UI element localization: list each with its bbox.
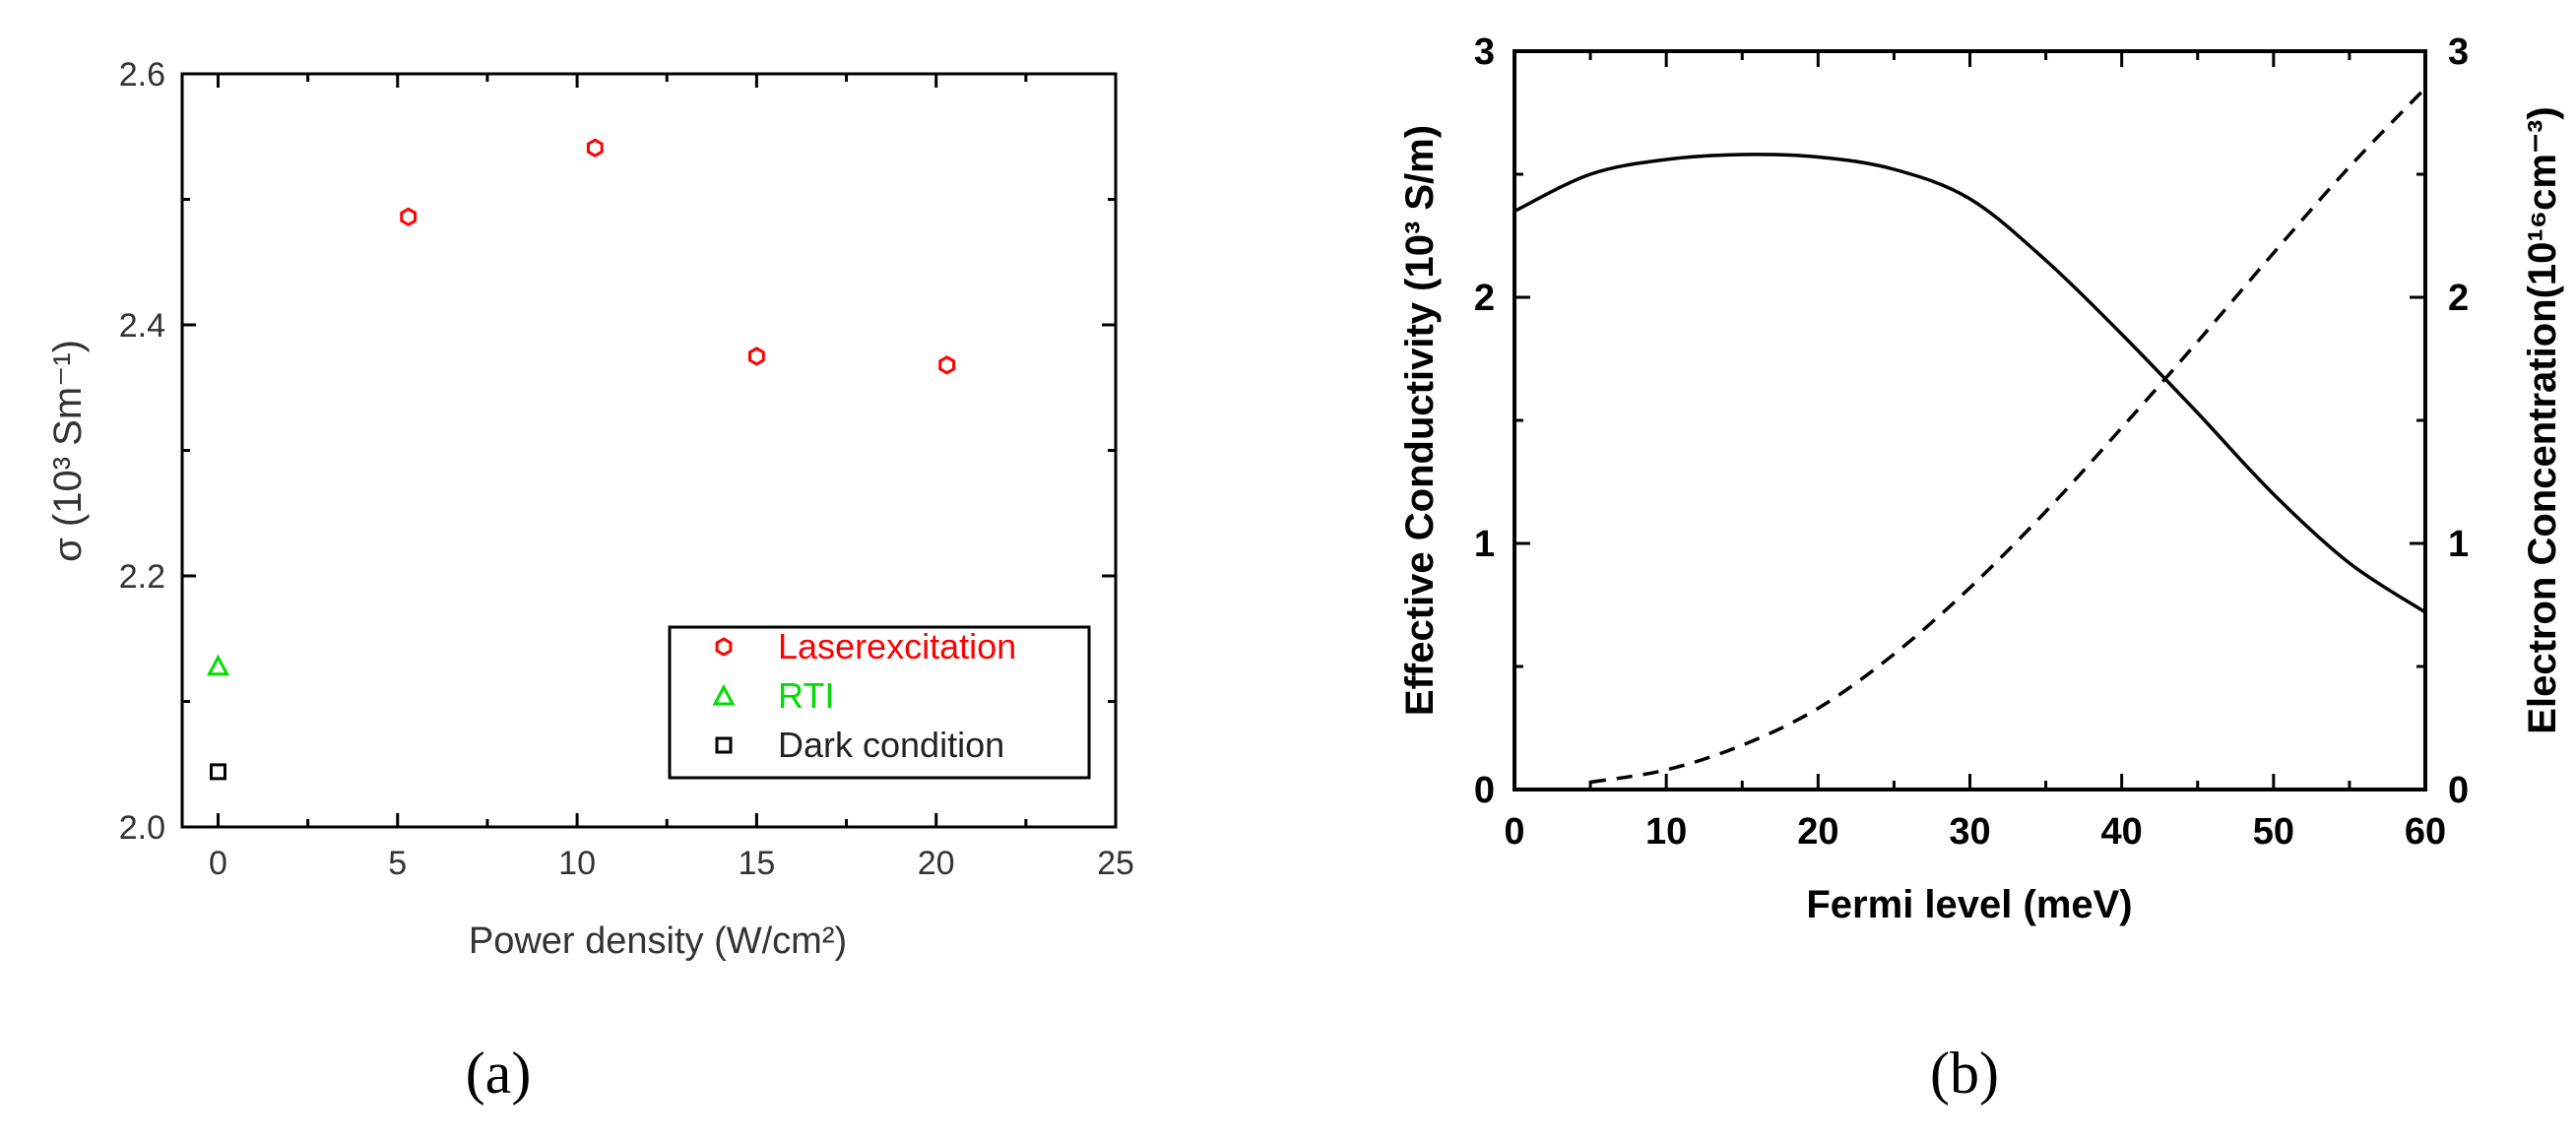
panel-b-ticks xyxy=(1513,49,2427,792)
panel-a-ticks xyxy=(182,72,1118,829)
panel-b-left-y-tick-label: 1 xyxy=(1474,524,1495,565)
panel-b-x-tick-label: 20 xyxy=(1797,811,1838,853)
panel-b-x-axis-label: Fermi level (meV) xyxy=(1806,883,2132,926)
panel-b-left-y-axis-label: Effective Conductivity (10³ S/m) xyxy=(1398,125,1442,716)
panel-b-right-y-axis-label: Electron Concentration(10¹⁶cm⁻³) xyxy=(2521,106,2564,733)
panel-a-y-axis-label: σ (10³ Sm⁻¹) xyxy=(46,340,90,562)
panel-a-legend-marker-rti xyxy=(712,683,736,706)
panel-a-x-axis-label: Power density (W/cm²) xyxy=(469,920,847,962)
panel-a-x-tick-label: 20 xyxy=(918,845,955,882)
panel-b-caption-label: (b) xyxy=(1930,1041,1999,1106)
panel-a-legend-box xyxy=(668,625,1091,780)
panel-a-legend-items: Laserexcitation RTI Dark condition xyxy=(712,626,1016,765)
panel-a-legend-label-dark-condition: Dark condition xyxy=(778,725,1004,765)
panel-a-point-laserexcitation xyxy=(938,355,956,375)
panel-a-y-tick-label: 2.4 xyxy=(119,307,165,345)
panel-a-legend-label-rti: RTI xyxy=(778,675,834,716)
panel-a-x-tick-label: 10 xyxy=(558,845,596,882)
panel-a-point-laserexcitation xyxy=(400,207,418,227)
panel-a-legend-marker-laserexcitation xyxy=(715,637,733,657)
panel-a-point-laserexcitation xyxy=(748,347,765,366)
panel-b-right-y-tick-label: 1 xyxy=(2448,524,2469,565)
panel-a-point-dark-condition xyxy=(209,763,226,781)
panel-a-y-tick-label: 2.6 xyxy=(119,56,165,94)
panel-b-right-y-tick-label: 2 xyxy=(2448,278,2469,319)
panel-a-legend: Laserexcitation RTI Dark condition xyxy=(668,625,1091,780)
panel-b-lines xyxy=(1513,87,2427,785)
panel-a-chart: 0 5 10 15 20 25 2.0 2.2 2.4 2.6 Power density (W/… xyxy=(46,56,1134,1106)
panel-a-point-laserexcitation xyxy=(586,138,604,158)
panel-a-x-tick-label: 15 xyxy=(738,845,775,882)
panel-b-effective-conductivity-line xyxy=(1513,153,2426,614)
panel-a-tick-labels: 0 5 10 15 20 25 2.0 2.2 2.4 2.6 xyxy=(119,56,1134,882)
panel-a-y-tick-label: 2.0 xyxy=(119,809,165,847)
panel-b-x-tick-label: 10 xyxy=(1645,811,1687,853)
panel-a-legend-label-laserexcitation: Laserexcitation xyxy=(778,626,1016,666)
panel-a-x-tick-label: 5 xyxy=(388,845,407,882)
panel-b-electron-concentration-line xyxy=(1589,87,2427,785)
panel-a-legend-marker-dark-condition xyxy=(715,736,733,754)
panel-b-right-y-tick-label: 0 xyxy=(2448,770,2469,811)
panel-b-right-y-tick-label: 3 xyxy=(2448,32,2469,73)
panel-a-x-tick-label: 25 xyxy=(1097,845,1134,882)
panel-b-x-tick-label: 50 xyxy=(2253,811,2294,853)
panel-b-left-y-tick-label: 2 xyxy=(1474,278,1495,319)
panel-a-y-tick-label: 2.2 xyxy=(119,558,165,596)
panel-b-x-tick-label: 30 xyxy=(1949,811,1990,853)
panel-b-x-tick-label: 60 xyxy=(2405,811,2446,853)
panel-b-left-y-tick-label: 3 xyxy=(1474,32,1495,73)
panel-a-point-rti xyxy=(206,654,229,676)
panel-a-points xyxy=(206,138,956,781)
panel-b-x-tick-label: 40 xyxy=(2101,811,2143,853)
panel-b-left-y-tick-label: 0 xyxy=(1474,770,1495,811)
panel-a-caption-label: (a) xyxy=(466,1041,532,1106)
panel-a-x-tick-label: 0 xyxy=(209,845,227,882)
panel-b-x-tick-label: 0 xyxy=(1504,811,1524,853)
